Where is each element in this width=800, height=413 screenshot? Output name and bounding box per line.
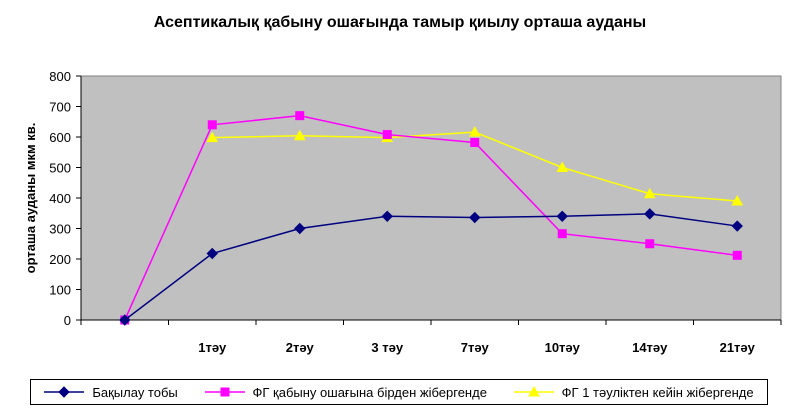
- x-tick-label: 7тәу: [461, 340, 490, 355]
- x-axis: 1тәу 2тәу 3 тәу 7тәу 10тәу 14тәу 21тәу: [80, 319, 782, 355]
- y-tick-label: 500: [49, 161, 71, 176]
- series-line: [124, 114, 738, 321]
- data-point: [470, 137, 480, 147]
- plot-area: [80, 75, 782, 321]
- y-axis-label: орташа ауданы мкм кв.: [23, 123, 38, 274]
- data-point: [557, 229, 567, 239]
- series-line: [124, 213, 738, 321]
- data-point: [206, 131, 219, 143]
- x-tick-label: 3 тәу: [371, 340, 403, 355]
- data-point: [556, 210, 568, 223]
- line-chart: 0 100 200 300 400 500 600 700 800 1тәу 2тәу 3 тәу 7…: [23, 69, 782, 355]
- y-tick-label: 300: [49, 222, 71, 237]
- data-point: [207, 120, 217, 130]
- data-point: [731, 220, 743, 232]
- data-point: [381, 210, 393, 223]
- x-tick-label: 10тәу: [545, 340, 581, 355]
- series-layer: [119, 111, 744, 326]
- y-tick-label: 700: [49, 100, 71, 115]
- y-tick-label: 800: [49, 69, 71, 84]
- data-point: [206, 247, 218, 260]
- data-point: [732, 250, 742, 260]
- legend-label: Бақылау тобы: [92, 384, 178, 400]
- x-tick-label: 2тәу: [286, 340, 315, 355]
- legend-swatch: [44, 386, 85, 398]
- legend-marker: [220, 387, 229, 397]
- data-point: [293, 129, 306, 141]
- legend-label: ФГ қабыну ошағына бірден жібергенде: [252, 384, 487, 400]
- data-point: [382, 130, 392, 140]
- legend-marker: [58, 386, 71, 398]
- legend-label: ФГ 1 тәуліктен кейін жібергенде: [561, 384, 754, 400]
- y-tick-label: 100: [49, 283, 71, 298]
- x-tick-label: 1тәу: [198, 340, 227, 355]
- data-point: [469, 211, 481, 224]
- series-2: [206, 126, 744, 206]
- legend: Бақылау тобы ФГ қабыну ошағына бірден жіб…: [30, 379, 768, 405]
- x-tick-label: 21тәу: [720, 340, 756, 355]
- legend-item: Бақылау тобы: [44, 384, 178, 400]
- data-point: [468, 126, 481, 137]
- data-point: [556, 161, 569, 172]
- legend-item: ФГ 1 тәуліктен кейін жібергенде: [513, 384, 754, 400]
- data-point: [294, 222, 306, 235]
- data-point: [645, 239, 655, 249]
- data-point: [643, 187, 656, 199]
- x-tick-label: 14тәу: [632, 340, 668, 355]
- data-point: [644, 208, 656, 220]
- y-tick-label: 0: [64, 313, 71, 328]
- legend-item: ФГ қабыну ошағына бірден жібергенде: [204, 384, 487, 400]
- series-0: [119, 208, 743, 326]
- legend-marker: [527, 385, 540, 397]
- y-tick-label: 200: [49, 252, 71, 267]
- y-axis: 0 100 200 300 400 500 600 700 800: [49, 69, 82, 328]
- y-tick-label: 600: [49, 130, 71, 145]
- legend-swatch: [513, 385, 554, 397]
- legend-swatch: [204, 387, 245, 397]
- chart-title: Асептикалық қабыну ошағында тамыр қиылу …: [153, 14, 647, 31]
- data-point: [731, 195, 744, 206]
- y-tick-label: 400: [49, 191, 71, 206]
- data-point: [119, 314, 131, 326]
- data-point: [295, 111, 305, 121]
